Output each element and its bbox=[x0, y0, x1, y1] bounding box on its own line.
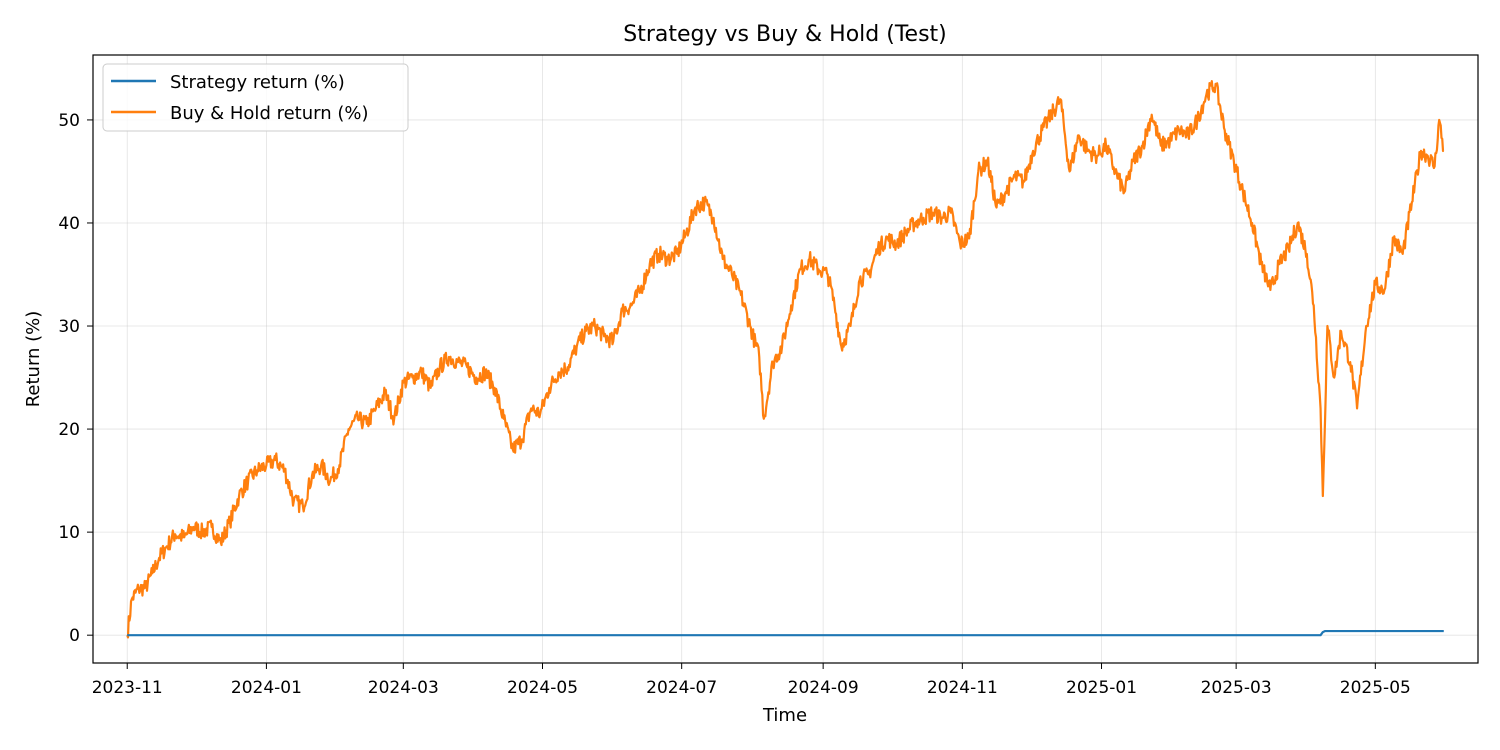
x-tick-label: 2024-01 bbox=[231, 678, 302, 698]
x-axis-ticks: 2023-11 2024-01 2024-03 2024-05 2024-07 2024-… bbox=[92, 663, 1411, 698]
buy-hold-return-line bbox=[126, 80, 1445, 639]
x-axis-label: Time bbox=[762, 705, 807, 726]
y-axis-ticks: 0 10 20 30 40 50 bbox=[58, 111, 93, 646]
legend: Strategy return (%) Buy & Hold return (%… bbox=[102, 63, 409, 132]
x-tick-label: 2025-03 bbox=[1201, 678, 1272, 698]
legend-label-strategy: Strategy return (%) bbox=[170, 72, 345, 93]
y-tick-label: 40 bbox=[58, 214, 80, 234]
y-tick-label: 10 bbox=[58, 523, 80, 543]
y-tick-label: 20 bbox=[58, 420, 80, 440]
x-tick-label: 2023-11 bbox=[92, 678, 163, 698]
plot-area-frame bbox=[92, 54, 1479, 664]
x-tick-label: 2024-05 bbox=[507, 678, 578, 698]
strategy-return-line bbox=[127, 629, 1444, 637]
x-tick-label: 2024-07 bbox=[646, 678, 717, 698]
x-tick-label: 2024-03 bbox=[368, 678, 439, 698]
y-tick-label: 0 bbox=[69, 626, 80, 646]
x-tick-label: 2025-05 bbox=[1340, 678, 1411, 698]
x-tick-label: 2025-01 bbox=[1066, 678, 1137, 698]
chart-title: Strategy vs Buy & Hold (Test) bbox=[623, 22, 947, 47]
x-tick-label: 2024-11 bbox=[927, 678, 998, 698]
y-tick-label: 30 bbox=[58, 317, 80, 337]
y-axis-label: Return (%) bbox=[23, 311, 44, 408]
x-tick-label: 2024-09 bbox=[788, 678, 859, 698]
series-layer bbox=[126, 80, 1445, 639]
legend-frame bbox=[102, 63, 409, 132]
y-tick-label: 50 bbox=[58, 111, 80, 131]
legend-label-buy-hold: Buy & Hold return (%) bbox=[170, 103, 369, 124]
